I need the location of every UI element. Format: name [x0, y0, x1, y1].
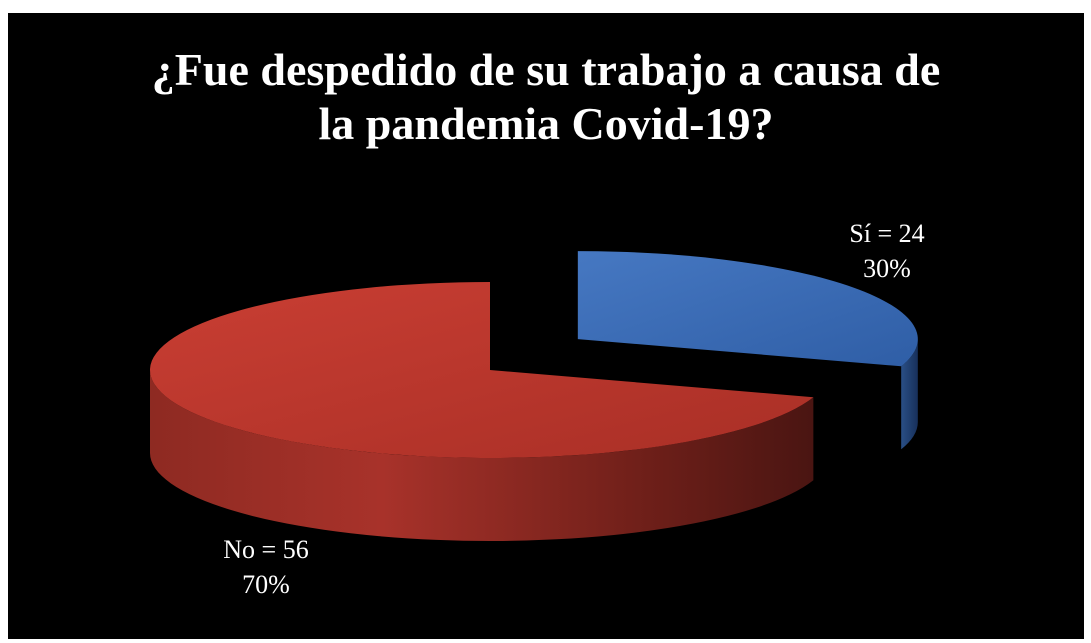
chart-title-line-1: ¿Fue despedido de su trabajo a causa de: [151, 44, 941, 95]
chart-title: ¿Fue despedido de su trabajo a causa de …: [8, 43, 1084, 151]
pie-slice-no: [150, 282, 814, 458]
pie-slice-side-s: [901, 339, 918, 450]
chart-title-line-2: la pandemia Covid-19?: [318, 98, 774, 149]
slice-label-si-line-2: 30%: [863, 254, 911, 283]
slice-label-no-line-2: 70%: [242, 570, 290, 599]
pie-chart: Sí = 24 30% No = 56 70%: [150, 219, 925, 599]
slice-label-si-line-1: Sí = 24: [849, 219, 924, 248]
chart-frame: ¿Fue despedido de su trabajo a causa de …: [8, 13, 1084, 639]
pie-slice-s: [577, 251, 918, 367]
slice-label-no-line-1: No = 56: [223, 535, 308, 564]
pie-slice-side-no: [150, 370, 814, 541]
